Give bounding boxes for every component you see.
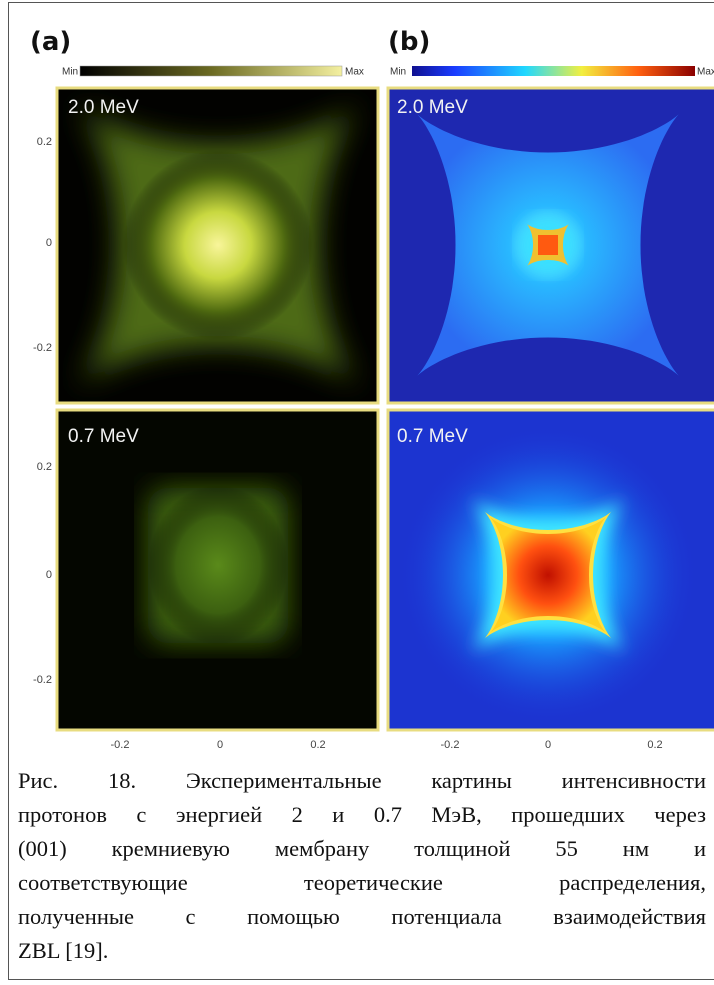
- caption-line: Рис. 18. Экспериментальные картины интен…: [18, 770, 706, 793]
- energy-label: 0.7 MeV: [68, 426, 139, 447]
- y-tick-label: 0: [46, 237, 52, 249]
- y-tick-label: -0.2: [33, 674, 52, 686]
- colorbar: [412, 66, 695, 76]
- caption-line: соответствующие теоретические распределе…: [18, 872, 706, 895]
- y-tick-label: 0.2: [37, 461, 52, 473]
- page: (a) (b) Min Max Min Max 2.0 MeV 2.0 MeV …: [0, 0, 714, 985]
- caption-line: ZBL [19].: [18, 940, 706, 963]
- x-tick-label: -0.2: [111, 739, 130, 751]
- y-tick-label: -0.2: [33, 342, 52, 354]
- image-panel: [57, 410, 378, 730]
- colorbar: [80, 66, 342, 76]
- image-panel: [388, 88, 714, 403]
- panel-label: (a): [30, 27, 71, 57]
- x-tick-label: 0: [217, 739, 223, 751]
- x-tick-label: 0: [545, 739, 551, 751]
- colorbar-max: Max: [345, 67, 364, 78]
- y-tick-label: 0: [46, 569, 52, 581]
- image-panel: [388, 410, 714, 730]
- pattern-shape: [490, 517, 606, 633]
- figure: (a) (b) Min Max Min Max 2.0 MeV 2.0 MeV …: [0, 0, 714, 760]
- colorbar-min: Min: [390, 67, 406, 78]
- x-tick-label: 0.2: [647, 739, 662, 751]
- image-panel: [57, 88, 378, 403]
- caption-line: (001) кремниевую мембрану толщиной 55 нм…: [18, 838, 706, 861]
- x-tick-label: 0.2: [310, 739, 325, 751]
- panel-label: (b): [388, 27, 430, 57]
- colorbar-min: Min: [62, 67, 78, 78]
- colorbar-max: Max: [697, 67, 714, 78]
- x-tick-label: -0.2: [441, 739, 460, 751]
- caption-line: полученные с помощью потенциала взаимоде…: [18, 906, 706, 929]
- energy-label: 2.0 MeV: [397, 97, 468, 118]
- energy-label: 2.0 MeV: [68, 97, 139, 118]
- caption-line: протонов с энергией 2 и 0.7 МэВ, прошедш…: [18, 804, 706, 827]
- y-tick-label: 0.2: [37, 136, 52, 148]
- energy-label: 0.7 MeV: [397, 426, 468, 447]
